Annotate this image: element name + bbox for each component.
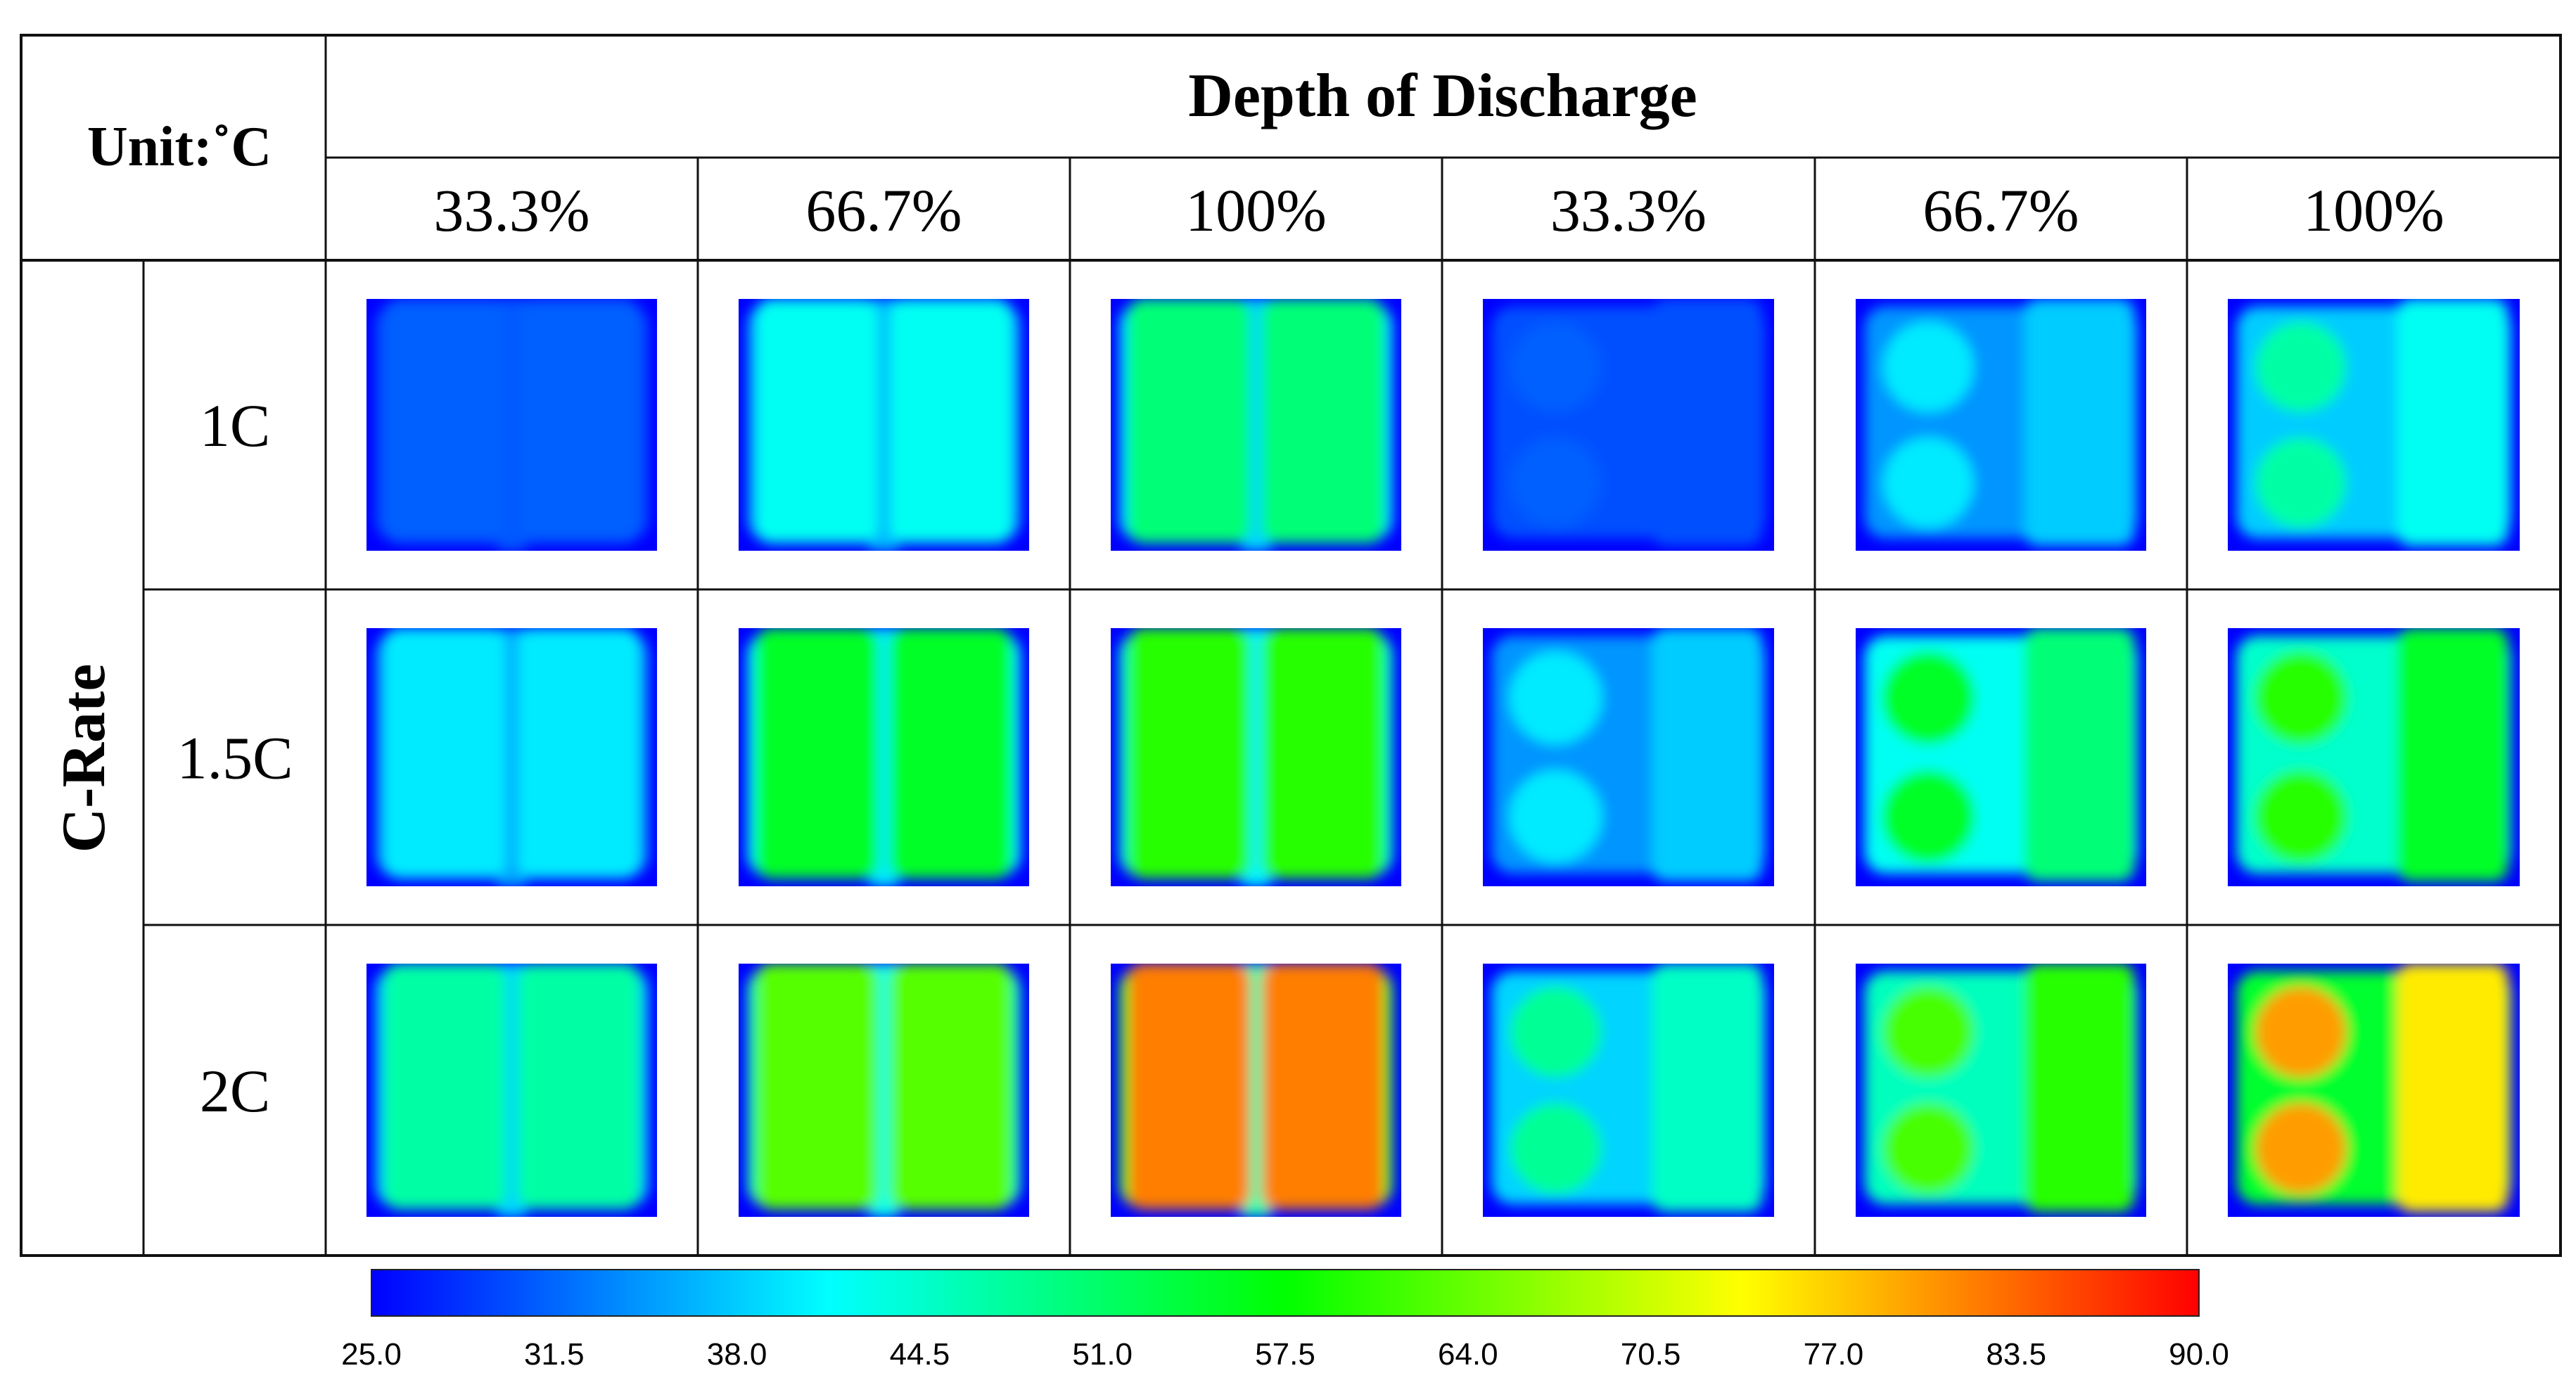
cell-hotspot (1882, 321, 1974, 413)
cell-hotspot (1261, 964, 1384, 1210)
cell-hotspot (2254, 651, 2347, 745)
cell-hotspot (2397, 628, 2508, 881)
cell-hotspot (2254, 770, 2347, 863)
cell-hotspot (1261, 299, 1384, 544)
c-rate-row-header: 1C (200, 392, 270, 459)
cell-hotspot (1510, 437, 1601, 528)
contour-cell (1483, 628, 1774, 886)
cell-hotspot (1261, 628, 1384, 879)
contour-cell (1856, 628, 2146, 886)
cell-hotspot (2397, 964, 2508, 1212)
cell-hotspot (1882, 986, 1975, 1078)
cell-hotspot (1510, 321, 1601, 413)
contour-cell (1856, 299, 2146, 551)
header-title: Depth of Discharge (1188, 62, 1697, 130)
colorbar-tick-label: 64.0 (1438, 1337, 1498, 1372)
colorbar: 25.0 31.5 38.0 44.5 51.0 57.5 64.0 70.5 77.0 83.5… (341, 1269, 2229, 1372)
contour-cell (366, 964, 657, 1217)
cell-hotspot (755, 628, 879, 879)
cell-hotspot (2024, 964, 2135, 1212)
cell-hotspot (1128, 628, 1251, 879)
cell-hotspot (1128, 299, 1251, 544)
colorbar-tick-label: 44.5 (890, 1337, 950, 1372)
dod-column-header: 100% (1185, 177, 1327, 244)
cell-hotspot (1652, 964, 1763, 1212)
colorbar-tick-label: 70.5 (1621, 1337, 1681, 1372)
cell-hotspot (1652, 628, 1763, 881)
dod-column-header: 66.7% (805, 177, 962, 244)
table-grid (20, 34, 2562, 1257)
cell-hotspot (383, 964, 506, 1210)
dod-column-header: 66.7% (1923, 177, 2079, 244)
cell-hotspot (2255, 437, 2347, 528)
contour-cells (366, 299, 2520, 1217)
dod-column-header: 33.3% (1550, 177, 1707, 244)
cell-hotspot (517, 299, 640, 544)
dod-column-headers: 33.3% 66.7% 100% 33.3% 66.7% 100% (433, 177, 2444, 244)
dod-column-header: 33.3% (433, 177, 589, 244)
contour-cell (1111, 964, 1401, 1217)
contour-cell (366, 299, 657, 551)
cell-hotspot (2024, 628, 2135, 881)
cell-hotspot (2397, 299, 2508, 546)
cell-hotspot (2024, 299, 2135, 546)
cell-hotspot (1509, 651, 1602, 745)
cell-hotspot (1652, 299, 1763, 546)
unit-label: Unit:˚C (87, 116, 272, 178)
colorbar-tick-label: 51.0 (1072, 1337, 1133, 1372)
colorbar-gradient (371, 1269, 2200, 1317)
contour-cell (739, 299, 1029, 551)
contour-cell (2228, 628, 2520, 886)
contour-cell (1483, 964, 1774, 1217)
cell-hotspot (1882, 651, 1975, 745)
contour-cell (366, 628, 657, 886)
contour-cell (1483, 299, 1774, 551)
contour-cell (1111, 628, 1401, 886)
cell-hotspot (889, 964, 1012, 1210)
cell-hotspot (889, 628, 1012, 879)
dod-column-header: 100% (2303, 177, 2444, 244)
contour-cell (1856, 964, 2146, 1217)
colorbar-tick-label: 57.5 (1255, 1337, 1315, 1372)
colorbar-tick-label: 83.5 (1986, 1337, 2046, 1372)
cell-hotspot (1509, 770, 1602, 863)
cell-hotspot (755, 964, 879, 1210)
cell-hotspot (2255, 321, 2347, 413)
contour-cell (1111, 299, 1401, 551)
c-rate-row-headers: 1C 1.5C 2C (177, 392, 293, 1125)
table-border (20, 34, 2562, 1257)
colorbar-tick-label: 25.0 (341, 1337, 402, 1372)
cell-hotspot (383, 299, 506, 544)
c-rate-row-header: 1.5C (177, 724, 293, 792)
contour-cell (2228, 299, 2520, 551)
contour-cell (739, 628, 1029, 886)
colorbar-tick-labels: 25.0 31.5 38.0 44.5 51.0 57.5 64.0 70.5 77.0 83.5… (341, 1337, 2229, 1372)
row-axis-label: C-Rate (50, 664, 118, 853)
cell-hotspot (1882, 1103, 1975, 1194)
cell-hotspot (2255, 1103, 2347, 1194)
cell-hotspot (889, 299, 1012, 544)
cell-hotspot (517, 964, 640, 1210)
colorbar-tick-label: 90.0 (2169, 1337, 2229, 1372)
cell-hotspot (755, 299, 879, 544)
colorbar-tick-label: 31.5 (524, 1337, 585, 1372)
contour-cell (739, 964, 1029, 1217)
cell-hotspot (1510, 1103, 1602, 1194)
cell-hotspot (1882, 770, 1975, 863)
colorbar-tick-label: 77.0 (1804, 1337, 1864, 1372)
contour-cell (2228, 964, 2520, 1217)
c-rate-row-header: 2C (200, 1057, 270, 1125)
cell-hotspot (1882, 437, 1974, 528)
cell-hotspot (2255, 986, 2347, 1078)
cell-hotspot (383, 628, 506, 879)
cell-hotspot (1128, 964, 1251, 1210)
cell-hotspot (1510, 986, 1602, 1078)
colorbar-tick-label: 38.0 (707, 1337, 767, 1372)
cell-hotspot (517, 628, 640, 879)
